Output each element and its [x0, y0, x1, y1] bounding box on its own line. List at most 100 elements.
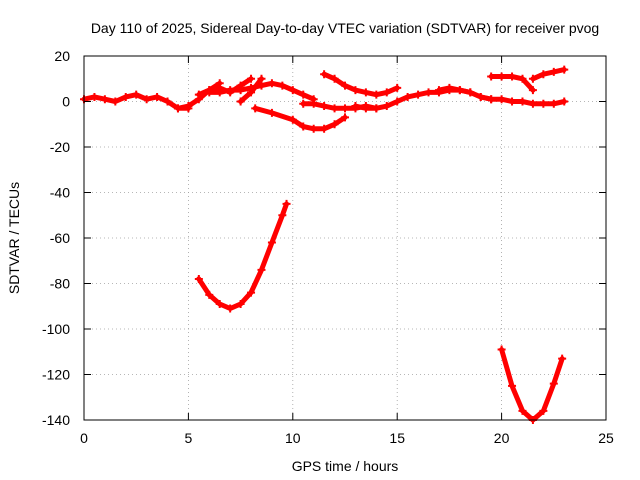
y-tick-label: 0 [62, 94, 70, 110]
data-point [142, 95, 151, 104]
data-point [226, 86, 235, 95]
y-tick-label: -40 [50, 185, 70, 201]
data-point [497, 95, 506, 104]
data-point [466, 88, 475, 97]
y-axis-label: SDTVAR / TECUs [6, 182, 22, 294]
data-point [194, 90, 203, 99]
data-point [424, 88, 433, 97]
data-point [487, 95, 496, 104]
data-point [288, 86, 297, 95]
data-point [247, 88, 256, 97]
data-point [215, 88, 224, 97]
data-point [341, 113, 349, 122]
y-tick-label: 20 [54, 48, 70, 64]
x-tick-label: 5 [185, 430, 193, 446]
data-point [528, 74, 537, 83]
data-point [288, 115, 297, 124]
data-point [508, 97, 517, 106]
data-point [330, 74, 339, 83]
series-pass-14 [194, 199, 291, 313]
data-point [558, 354, 567, 363]
data-point [226, 304, 235, 313]
x-tick-label: 10 [285, 430, 301, 446]
y-tick-label: -100 [42, 321, 70, 337]
data-point [560, 65, 569, 74]
y-tick-label: -120 [42, 367, 70, 383]
data-point [445, 83, 454, 92]
data-point [497, 345, 506, 354]
data-point [173, 104, 182, 113]
data-series [80, 65, 569, 424]
x-tick-label: 15 [389, 430, 405, 446]
data-point [278, 211, 287, 220]
series-pass-8 [320, 70, 402, 99]
data-point [320, 70, 329, 79]
data-point [508, 72, 517, 81]
data-point [341, 104, 349, 113]
data-point [111, 97, 120, 106]
series-pass-10 [434, 83, 475, 97]
series-line [196, 201, 289, 311]
data-point [549, 379, 558, 388]
data-point [508, 381, 517, 390]
data-point [278, 81, 287, 90]
data-point [299, 99, 308, 108]
data-point [309, 99, 318, 108]
data-point [184, 102, 193, 111]
grid [84, 56, 606, 420]
data-point [382, 102, 391, 111]
data-point [361, 104, 370, 113]
data-point [320, 102, 329, 111]
data-point [382, 88, 391, 97]
data-point [539, 99, 548, 108]
data-point [215, 299, 224, 308]
data-point [341, 81, 349, 90]
data-point [351, 86, 360, 95]
series-pass-4 [205, 79, 318, 104]
data-point [434, 86, 443, 95]
data-point [455, 86, 464, 95]
data-point [518, 74, 527, 83]
data-point [100, 95, 109, 104]
series-pass-6 [251, 104, 349, 133]
series-line [530, 67, 567, 82]
x-tick-label: 0 [80, 430, 88, 446]
series-pass-12 [487, 72, 537, 95]
data-point [90, 92, 99, 101]
data-point [153, 92, 162, 101]
data-point [309, 124, 318, 133]
data-point [257, 74, 266, 83]
data-point [267, 238, 276, 247]
data-point [330, 120, 339, 129]
data-point [393, 97, 402, 106]
data-point [330, 104, 339, 113]
data-point [361, 88, 370, 97]
data-point [372, 104, 381, 113]
data-point [372, 90, 381, 99]
chart-title: Day 110 of 2025, Sidereal Day-to-day VTE… [91, 20, 599, 36]
data-point [320, 124, 329, 133]
data-point [393, 83, 402, 92]
data-point [163, 97, 172, 106]
data-point [497, 72, 506, 81]
data-point [518, 97, 527, 106]
data-point [403, 92, 412, 101]
data-point [251, 104, 260, 113]
data-point [132, 90, 141, 99]
data-point [414, 90, 423, 99]
data-point [528, 99, 537, 108]
data-point [528, 86, 537, 95]
data-point [267, 108, 276, 117]
data-point [476, 92, 485, 101]
data-point [282, 199, 291, 208]
y-tick-label: -140 [42, 412, 70, 428]
data-point [539, 70, 548, 79]
x-tick-label: 20 [494, 430, 510, 446]
x-tick-label: 25 [598, 430, 614, 446]
data-point [549, 99, 558, 108]
axes: 0 5 10 15 20 25 20 0 -20 -40 -60 -80 -100 -120 -140 [42, 48, 614, 446]
y-tick-label: -20 [50, 139, 70, 155]
data-point [560, 97, 569, 106]
data-point [299, 90, 308, 99]
